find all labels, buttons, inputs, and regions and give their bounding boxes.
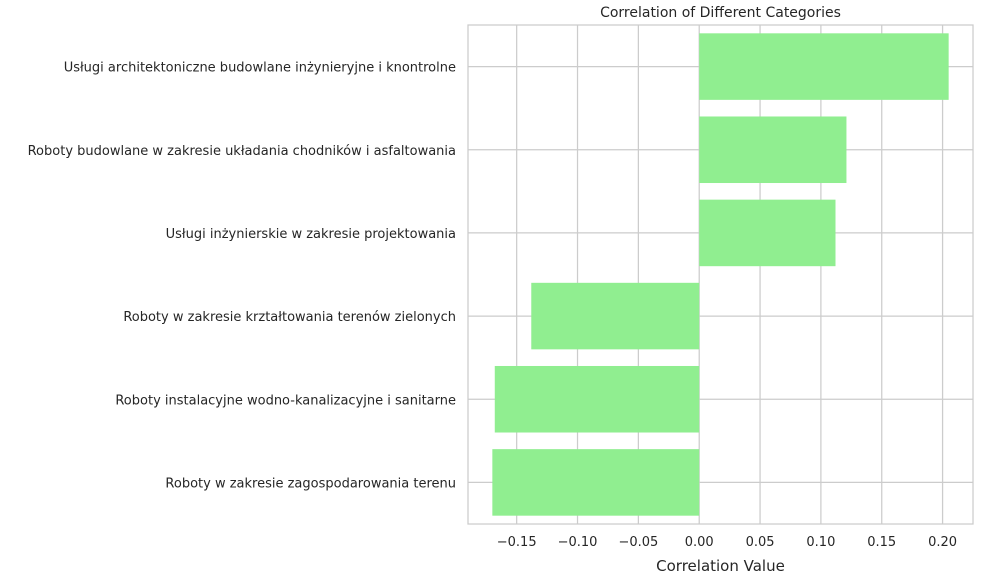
x-tick-label: 0.20 [928,535,957,550]
x-tick-label: 0.10 [806,535,835,550]
category-label: Roboty budowlane w zakresie układania ch… [28,144,456,159]
bar [492,449,700,516]
bars-layer [492,33,949,516]
x-tick-label: −0.05 [618,535,658,550]
category-label: Usługi architektoniczne budowlane inżyni… [64,61,456,76]
x-tick-label: 0.15 [867,535,896,550]
plot-frame [467,24,974,525]
category-labels: Usługi architektoniczne budowlane inżyni… [28,61,456,492]
x-axis-title: Correlation Value [656,557,785,575]
bar [699,33,949,100]
bar [494,365,700,433]
x-tick-label: 0.00 [685,535,714,550]
x-tick-label: −0.15 [497,535,537,550]
category-label: Usługi inżynierskie w zakresie projektow… [166,227,456,242]
bar [699,116,847,184]
category-label: Roboty w zakresie krztałtowania terenów … [123,310,456,325]
bar [531,282,700,350]
chart-title: Correlation of Different Categories [600,5,841,21]
category-label: Roboty w zakresie zagospodarowania teren… [165,476,456,491]
x-tick-label: −0.10 [558,535,598,550]
category-label: Roboty instalacyjne wodno-kanalizacyjne … [115,393,456,408]
bar [699,199,836,267]
x-tick-label: 0.05 [746,535,775,550]
x-tick-labels: −0.15 −0.10 −0.05 0.00 0.05 0.10 0.15 0.20 [497,535,957,550]
